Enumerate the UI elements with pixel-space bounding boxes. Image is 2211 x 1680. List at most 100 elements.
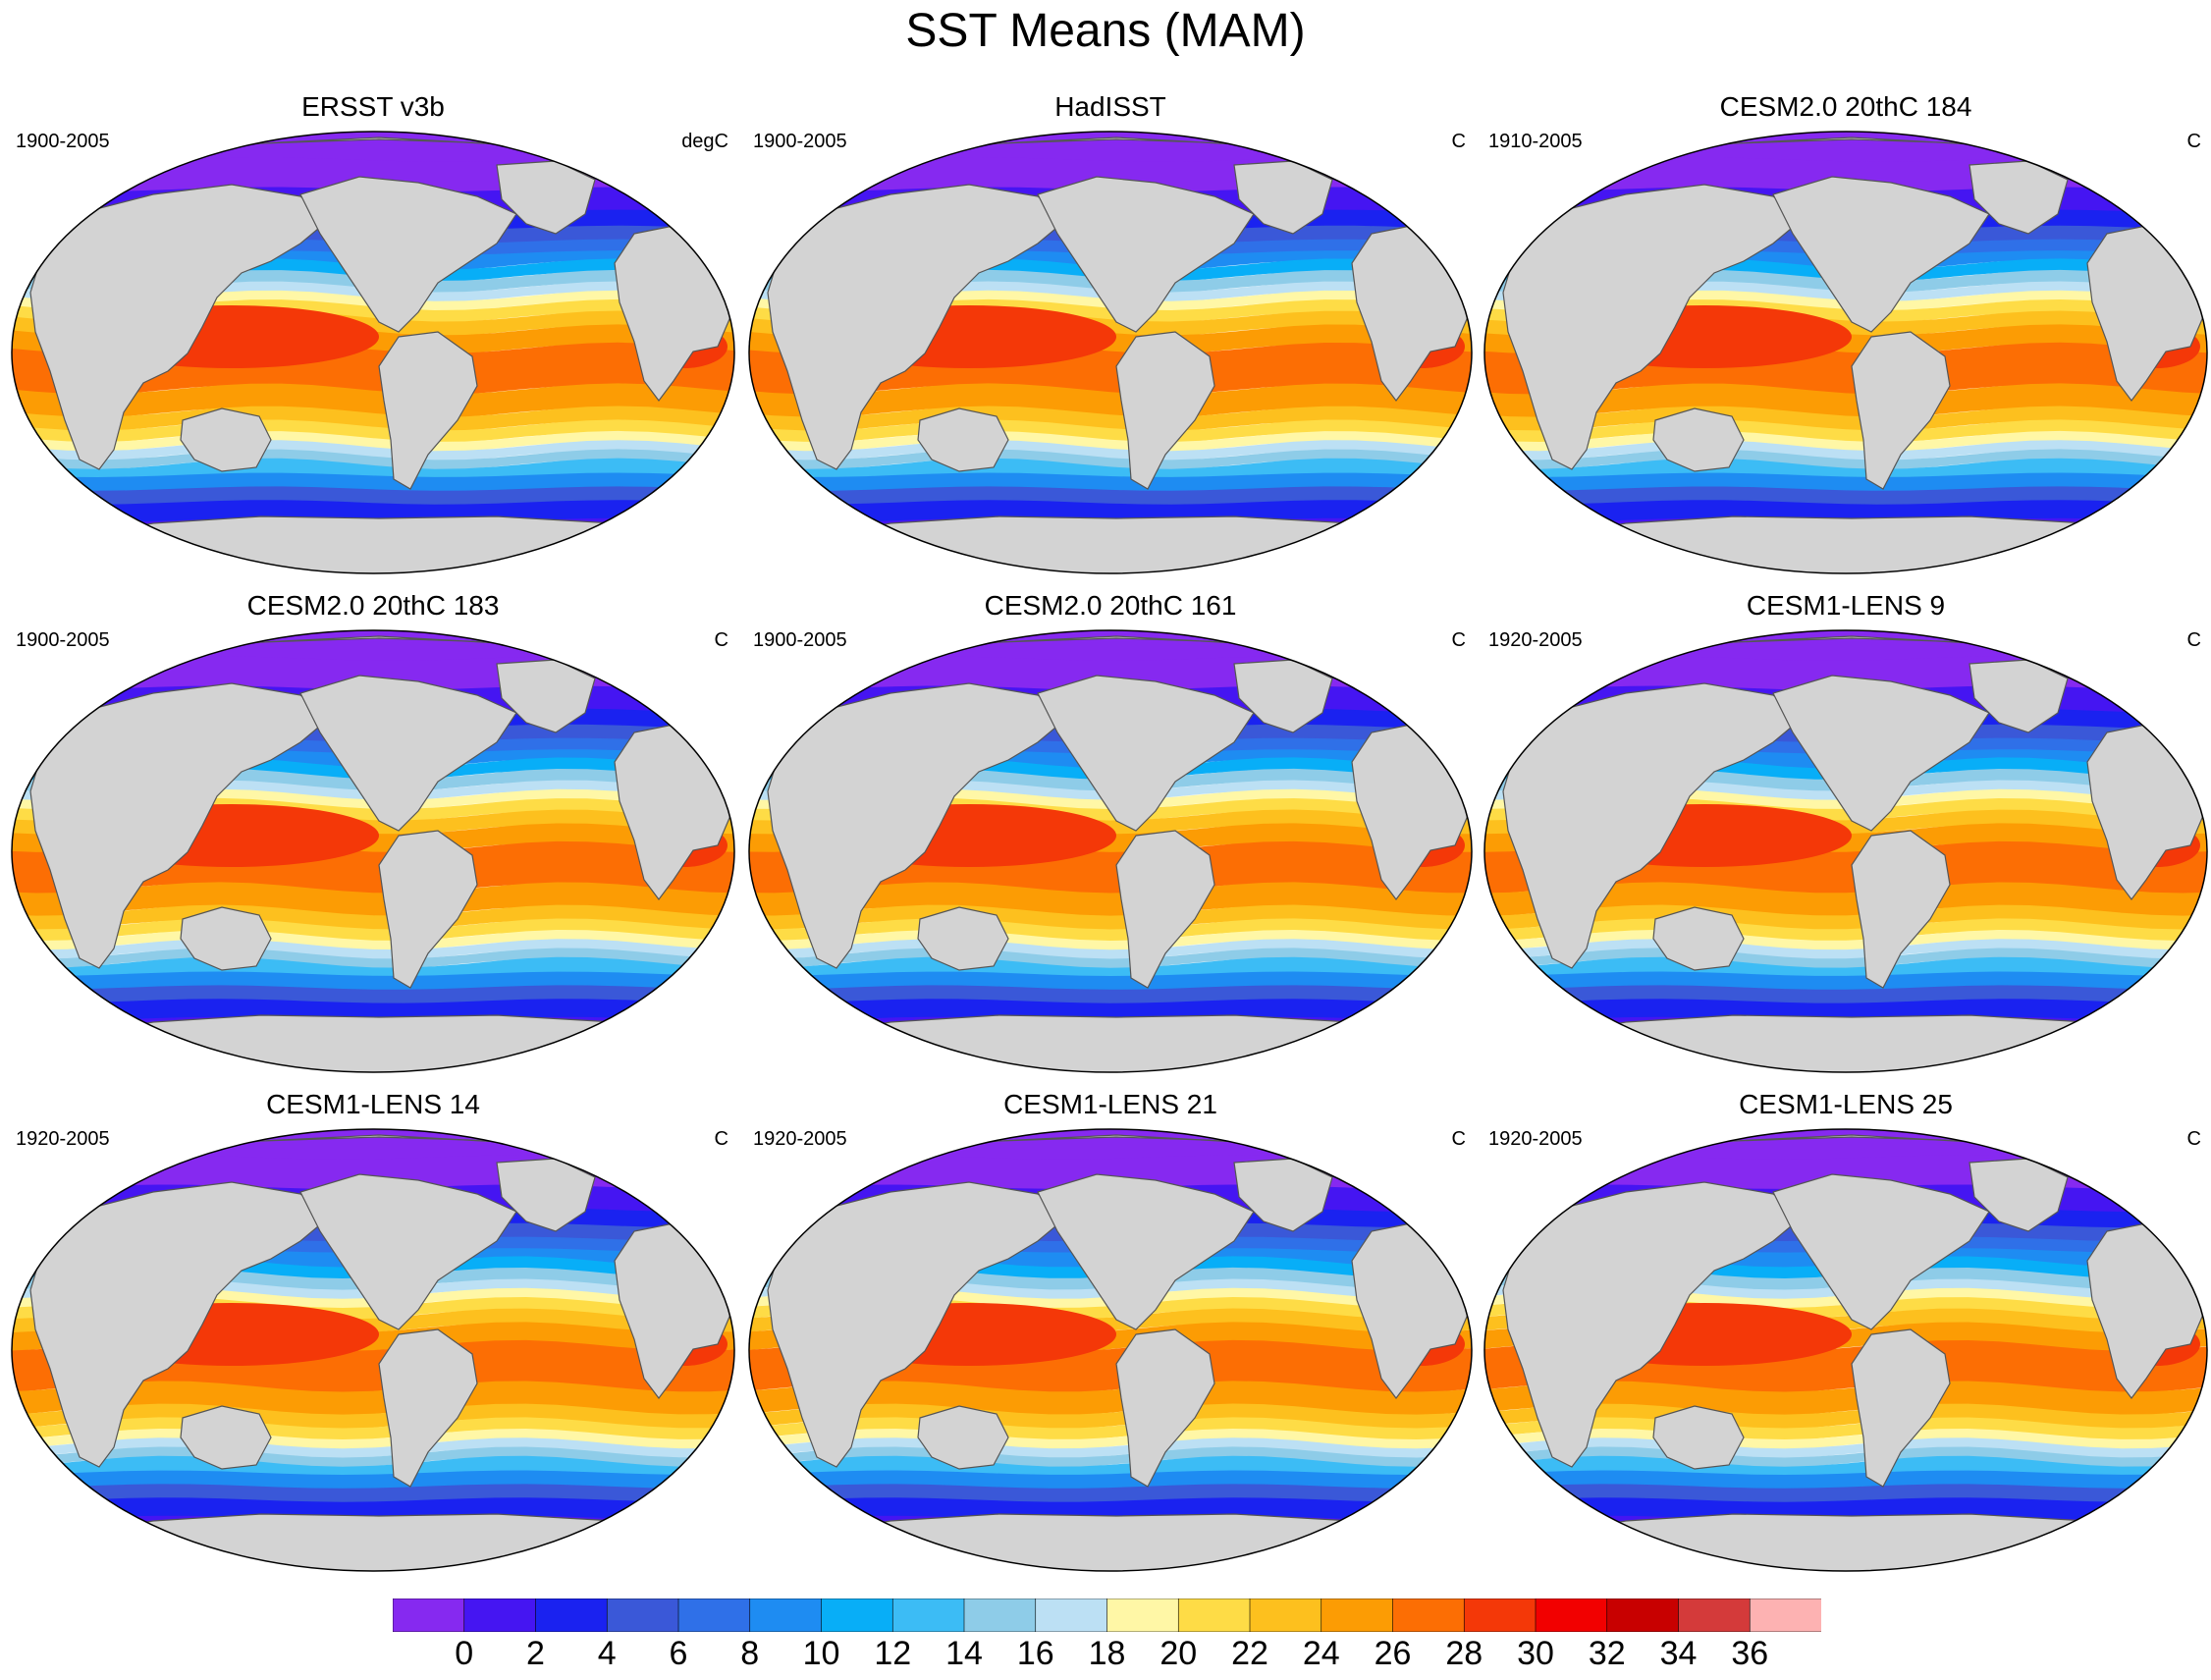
panel-title: CESM1-LENS 25: [1739, 1089, 1953, 1119]
map-panel: CESM1-LENS 14 1920-2005 C: [6, 1088, 740, 1579]
antarctica-landmass: [800, 1014, 1432, 1072]
panel-title: CESM2.0 20thC 161: [984, 590, 1237, 621]
robinson-map: [1483, 131, 2208, 574]
panel-period: 1900-2005: [16, 131, 110, 152]
north-america-landmass: [299, 176, 517, 333]
colorbar-swatch: [1749, 1599, 1821, 1632]
colorbar-labels: 0 2 4 6 8 10 12 14 16 18 20 22 24 26 28 30 32 34 36: [393, 1634, 1821, 1679]
colorbar-swatch: [1177, 1599, 1251, 1632]
colorbar-swatch: [463, 1599, 537, 1632]
north-america-landmass: [1037, 176, 1255, 333]
robinson-map: [11, 1128, 735, 1572]
colorbar-swatch: [535, 1599, 609, 1632]
colorbar-tick-label: 22: [1231, 1635, 1268, 1672]
map-panel: CESM2.0 20thC 184 1910-2005 C: [1479, 90, 2211, 581]
robinson-map: [1483, 629, 2208, 1073]
eurasia-africa-landmass: [29, 682, 331, 969]
australia-landmass: [917, 407, 1009, 472]
panel-units: degC: [681, 131, 728, 152]
panel-period: 1900-2005: [753, 131, 847, 152]
antarctica-landmass: [800, 1513, 1432, 1571]
sst-band: [12, 904, 734, 932]
robinson-map: [748, 629, 1473, 1073]
australia-landmass: [1652, 906, 1745, 971]
map-outline: [748, 1128, 1473, 1572]
south-america-landmass: [378, 331, 478, 490]
north-america-landmass: [299, 675, 517, 832]
colorbar-tick-label: 34: [1659, 1635, 1698, 1672]
eurasia-africa-landmass: [1502, 1181, 1804, 1468]
australia-landmass: [180, 906, 272, 971]
colorbar-swatch: [821, 1599, 894, 1632]
colorbar-swatch: [1321, 1599, 1394, 1632]
panel-period: 1910-2005: [1488, 131, 1583, 152]
panel-period: 1900-2005: [753, 629, 847, 651]
colorbar-tick-label: 26: [1374, 1635, 1412, 1672]
colorbar-tick-label: 4: [597, 1635, 617, 1672]
figure-title: SST Means (MAM): [905, 5, 1306, 57]
map-outline: [11, 131, 735, 574]
sst-band: [1484, 383, 2207, 419]
colorbar-tick-label: 28: [1445, 1635, 1483, 1672]
sst-band: [12, 406, 734, 433]
eurasia-africa-landmass: [29, 184, 331, 470]
australia-landmass: [917, 1405, 1009, 1470]
sst-band: [749, 1446, 1472, 1469]
map-outline: [748, 131, 1473, 574]
panel-units: C: [1451, 629, 1466, 651]
sst-band: [749, 882, 1472, 918]
panel-title: ERSST v3b: [301, 91, 445, 122]
sst-band: [12, 1497, 734, 1522]
colorbar-swatch: [1035, 1599, 1108, 1632]
eurasia-africa-landmass: [767, 682, 1068, 969]
panel-title: CESM1-LENS 21: [1003, 1089, 1217, 1119]
colorbar-tick-label: 30: [1517, 1635, 1554, 1672]
panel-units: C: [2186, 629, 2201, 651]
panel-title: CESM2.0 20thC 184: [1719, 91, 1972, 122]
colorbar-tick-label: 14: [945, 1635, 983, 1672]
sst-band: [749, 383, 1472, 419]
robinson-map: [748, 1128, 1473, 1572]
colorbar-swatch: [677, 1599, 751, 1632]
colorbar-tick-label: 32: [1588, 1635, 1626, 1672]
map-outline: [11, 1128, 735, 1572]
panel-title: CESM2.0 20thC 183: [246, 590, 500, 621]
sst-band: [749, 948, 1472, 970]
antarctica-landmass: [1536, 1014, 2168, 1072]
colorbar-swatch: [393, 1599, 465, 1632]
south-america-landmass: [1851, 331, 1951, 490]
panel-units: C: [1451, 1128, 1466, 1150]
north-america-landmass: [1037, 675, 1255, 832]
map-outline: [748, 629, 1473, 1073]
colorbar-swatch: [1392, 1599, 1466, 1632]
south-america-landmass: [1115, 830, 1215, 989]
colorbar-swatch: [1606, 1599, 1680, 1632]
colorbar-tick-label: 36: [1731, 1635, 1769, 1672]
south-america-landmass: [1115, 1328, 1215, 1488]
antarctica-landmass: [1536, 1513, 2168, 1571]
colorbar-swatch: [1535, 1599, 1608, 1632]
sst-band: [749, 1497, 1472, 1522]
map-outline: [1483, 1128, 2208, 1572]
colorbar-tick-label: 18: [1088, 1635, 1126, 1672]
sst-band: [12, 383, 734, 419]
colorbar-swatch: [749, 1599, 823, 1632]
sst-band: [12, 1446, 734, 1469]
panel-units: C: [2186, 1128, 2201, 1150]
eurasia-africa-landmass: [767, 184, 1068, 470]
sst-band: [1484, 449, 2207, 471]
sst-band: [749, 449, 1472, 471]
colorbar-swatch: [606, 1599, 679, 1632]
robinson-map: [748, 131, 1473, 574]
panel-title: CESM1-LENS 9: [1746, 590, 1946, 621]
panel-period: 1920-2005: [1488, 629, 1583, 651]
antarctica-landmass: [1536, 515, 2168, 573]
south-america-landmass: [1851, 830, 1951, 989]
sst-band: [749, 500, 1472, 524]
south-america-landmass: [378, 1328, 478, 1488]
south-america-landmass: [1851, 1328, 1951, 1488]
panel-units: C: [2186, 131, 2201, 152]
sst-band: [12, 1403, 734, 1431]
colorbar: [393, 1599, 1821, 1632]
map-panel: HadISST 1900-2005 C: [743, 90, 1478, 581]
